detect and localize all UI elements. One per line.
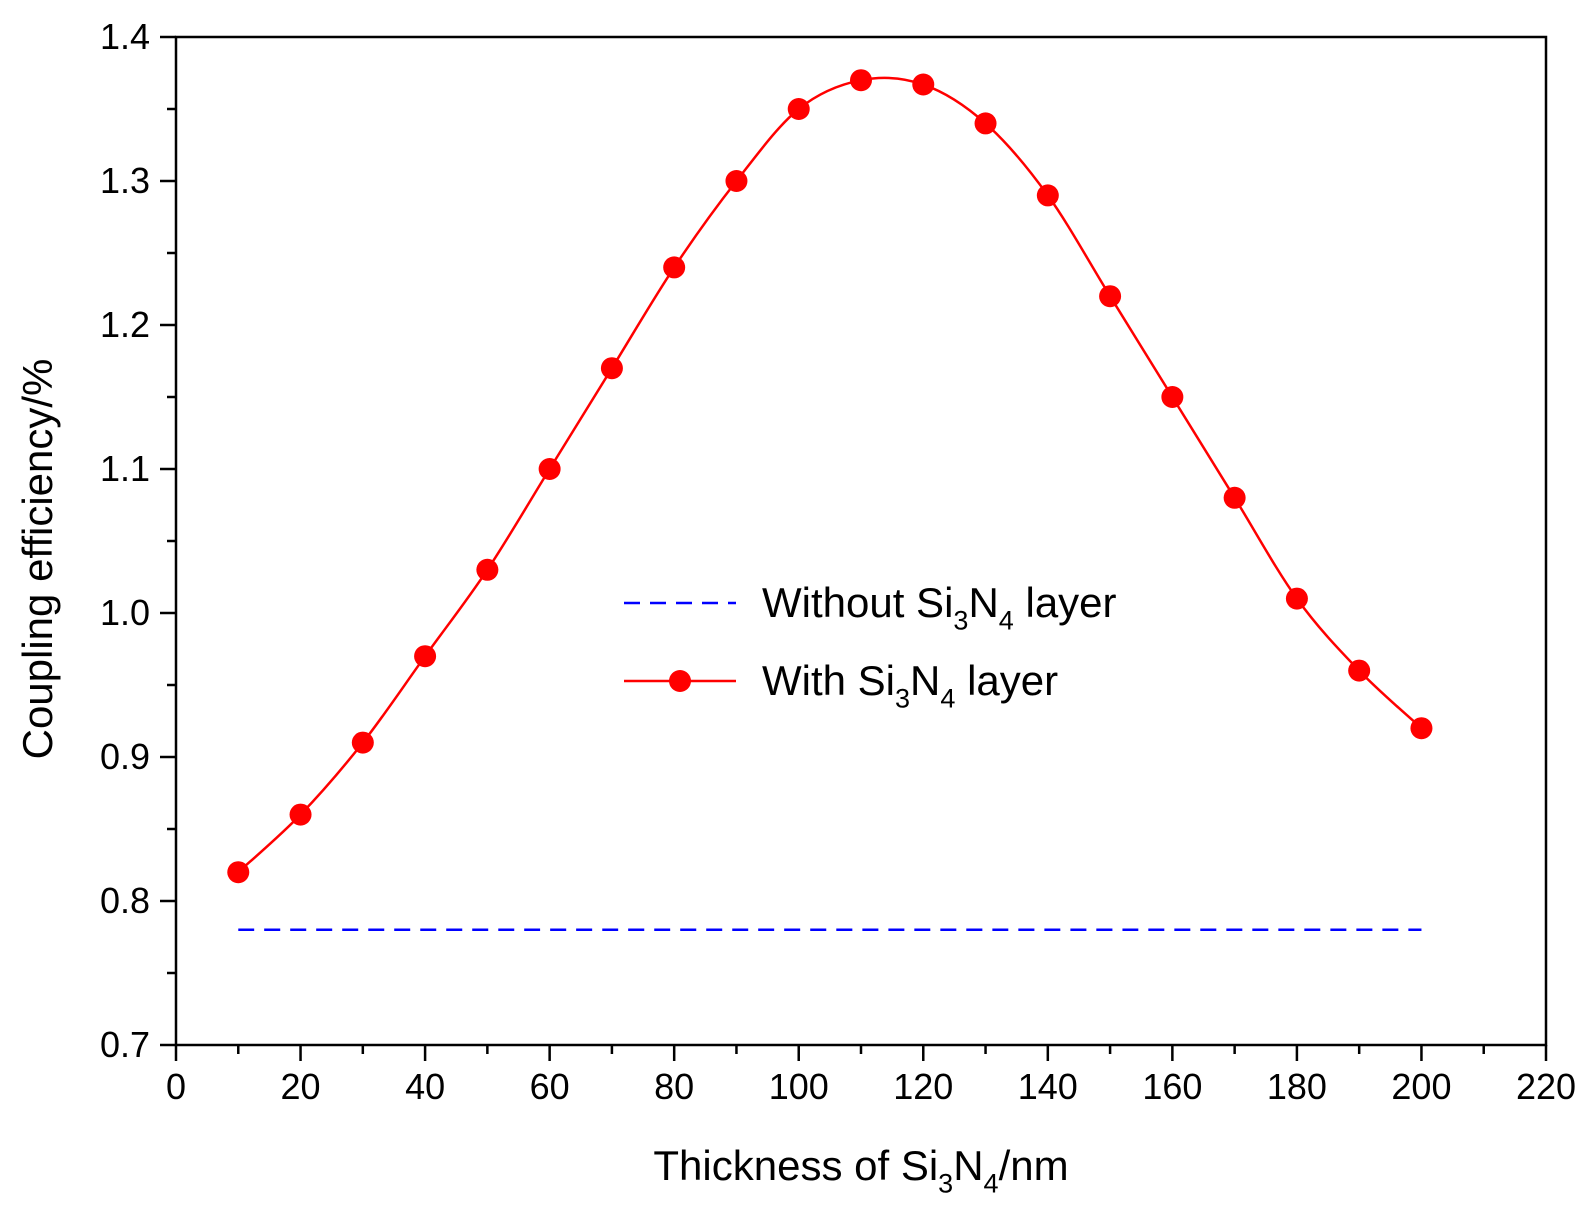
data-point-with-layer [787, 98, 810, 120]
plot-frame [174, 35, 1548, 1047]
data-point-with-layer [1285, 587, 1308, 610]
data-point-with-layer [1223, 486, 1246, 509]
y-tick-label: 1.2 [100, 304, 150, 345]
y-tick-label: 1.0 [100, 592, 150, 633]
axis-ticks [160, 35, 1548, 1061]
x-tick-label: 0 [166, 1066, 186, 1107]
x-tick-label: 40 [405, 1066, 445, 1107]
x-tick-label: 60 [530, 1066, 570, 1107]
data-point-with-layer [1348, 659, 1371, 682]
x-tick-label: 160 [1142, 1066, 1202, 1107]
x-tick-label: 220 [1516, 1066, 1576, 1107]
legend-label-with-layer: With Si3N4 layer [762, 657, 1058, 714]
y-tick-label: 1.3 [100, 160, 150, 201]
legend-label-without-layer: Without Si3N4 layer [762, 579, 1117, 636]
x-tick-label: 120 [893, 1066, 953, 1107]
y-tick-label: 0.8 [100, 880, 150, 921]
axis-tick-labels: 0 20 40 60 80 100 120 140 160 180 200 220 0.7 0.8 0.9 1… [100, 16, 1576, 1107]
x-tick-label: 20 [281, 1066, 321, 1107]
y-tick-label: 0.9 [100, 736, 150, 777]
data-point-with-layer [850, 69, 872, 92]
data-point-with-layer [1099, 285, 1122, 308]
legend-marker-with-layer [669, 670, 691, 692]
data-point-with-layer [351, 731, 374, 754]
legend: Without Si3N4 layer With Si3N4 layer [624, 579, 1117, 714]
y-tick-label: 1.4 [100, 16, 150, 57]
x-axis-title: Thickness of Si3N4/nm [653, 1142, 1068, 1199]
x-tick-label: 140 [1018, 1066, 1078, 1107]
data-point-with-layer [538, 458, 561, 480]
data-point-with-layer [725, 170, 748, 192]
data-point-with-layer [227, 861, 250, 884]
x-tick-label: 180 [1267, 1066, 1327, 1107]
series-layer [227, 69, 1433, 932]
y-tick-label: 0.7 [100, 1024, 150, 1065]
series-line-with-layer [237, 76, 1423, 874]
data-point-with-layer [663, 256, 686, 279]
data-point-with-layer [414, 645, 437, 668]
x-tick-label: 200 [1391, 1066, 1451, 1107]
data-point-with-layer [974, 112, 997, 135]
x-tick-label: 100 [769, 1066, 829, 1107]
data-point-with-layer [476, 558, 499, 581]
y-axis-title: Coupling efficiency/% [14, 359, 61, 760]
data-point-with-layer [1161, 386, 1184, 408]
y-tick-label: 1.1 [100, 448, 150, 489]
data-point-with-layer [912, 73, 935, 96]
data-point-with-layer [289, 803, 312, 826]
data-point-with-layer [1410, 717, 1433, 740]
data-point-with-layer [600, 357, 623, 380]
x-tick-label: 80 [654, 1066, 694, 1107]
data-point-with-layer [1036, 184, 1059, 207]
